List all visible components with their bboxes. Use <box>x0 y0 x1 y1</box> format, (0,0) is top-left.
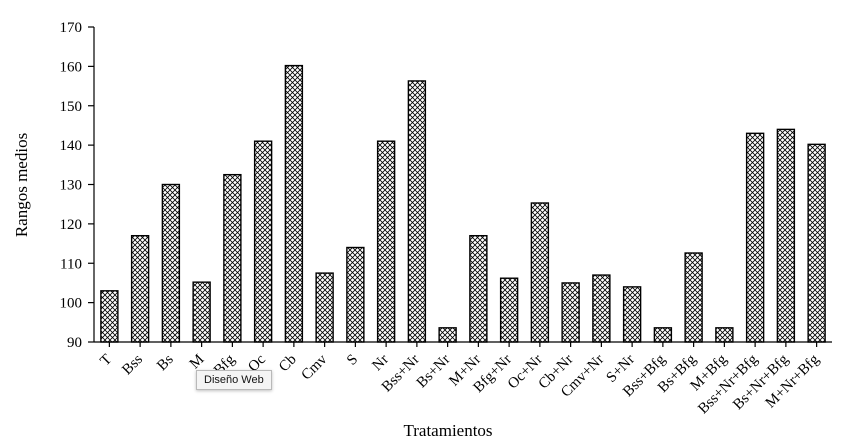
y-tick-label: 150 <box>60 99 83 115</box>
bar-bfg <box>223 173 242 343</box>
bar-oc <box>253 140 273 343</box>
y-axis: 90 100 110 120 130 140 150 160 170 <box>60 20 95 351</box>
x-tick-label: S <box>344 352 361 369</box>
bar-bss <box>130 234 150 343</box>
bar-cb <box>284 64 304 343</box>
y-tick-label: 110 <box>60 256 82 272</box>
bar-m-bfg <box>715 327 734 343</box>
bar-nr <box>376 140 396 343</box>
bar-bss-nr <box>407 80 427 343</box>
tooltip: Diseño Web <box>196 370 272 390</box>
bar-cb-nr <box>561 282 580 343</box>
bar-cmv-nr <box>592 274 611 343</box>
x-tick-label: Cmv <box>299 351 331 383</box>
y-axis-title: Rangos medios <box>12 133 31 237</box>
y-tick-label: 140 <box>60 138 83 154</box>
y-tick-label: 130 <box>60 178 83 194</box>
x-tick-label: Bss <box>119 351 146 378</box>
x-tick-label: Bs+Nr <box>414 352 454 392</box>
y-tick-label: 90 <box>67 335 82 351</box>
x-tick-label: T <box>97 352 115 370</box>
bar-cmv <box>315 272 334 343</box>
bar-m <box>192 281 211 343</box>
y-tick-label: 120 <box>60 217 83 233</box>
bar-bfg-nr <box>499 277 519 343</box>
bar-bs-bfg <box>684 252 703 343</box>
bar-m-nr <box>469 234 488 343</box>
bar-oc-nr <box>530 202 550 343</box>
bars <box>100 64 826 343</box>
x-tick-label: Nr <box>369 352 392 375</box>
bar-m-nr-bfg <box>807 143 826 343</box>
x-tick-label: Bs <box>154 351 177 374</box>
bar-s <box>346 246 365 343</box>
x-axis-title: Tratamientos <box>403 421 492 440</box>
y-tick-label: 170 <box>60 20 83 36</box>
bar-bs-nr <box>438 327 457 343</box>
bar-bss-nr-bfg <box>745 132 765 343</box>
y-tick-label: 100 <box>60 296 83 312</box>
bar-t <box>100 290 119 343</box>
bar-bs-nr-bfg <box>776 128 796 343</box>
bar-s-nr <box>622 286 642 343</box>
x-tick-label: Cb <box>276 352 300 376</box>
y-tick-label: 160 <box>60 59 83 75</box>
bar-bs <box>161 183 181 343</box>
bar-bss-bfg <box>653 327 673 343</box>
